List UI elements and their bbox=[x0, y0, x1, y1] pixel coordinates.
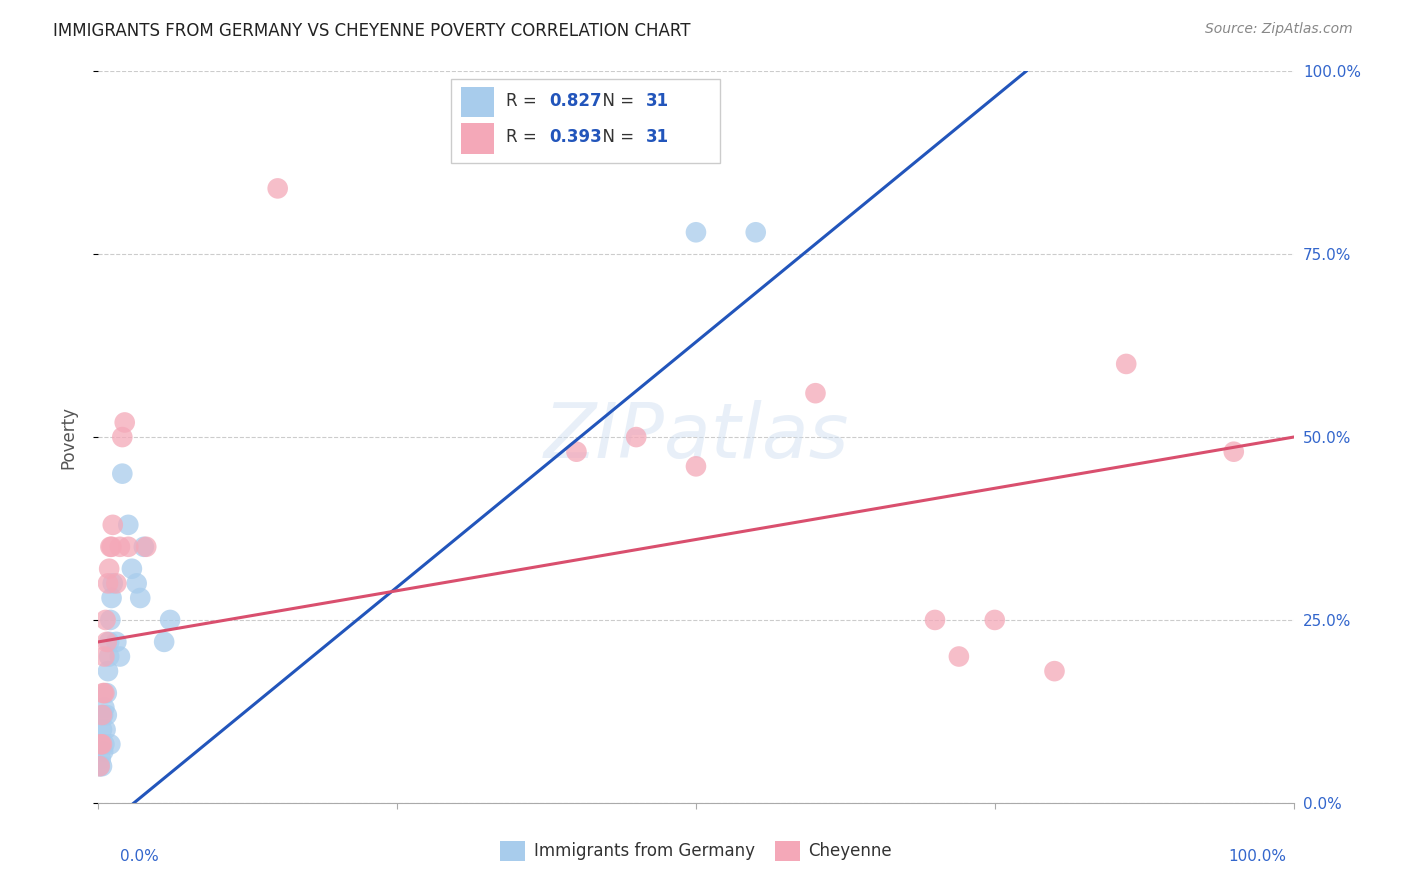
Text: N =: N = bbox=[592, 92, 640, 110]
Point bbox=[98, 613, 122, 627]
Point bbox=[117, 517, 139, 532]
FancyBboxPatch shape bbox=[461, 87, 494, 118]
Point bbox=[101, 576, 124, 591]
Text: 31: 31 bbox=[645, 92, 669, 110]
Y-axis label: Poverty: Poverty bbox=[59, 406, 77, 468]
Text: R =: R = bbox=[506, 92, 541, 110]
Point bbox=[97, 576, 120, 591]
Point bbox=[91, 737, 114, 751]
Point bbox=[96, 635, 118, 649]
Point bbox=[94, 613, 117, 627]
Text: 0.827: 0.827 bbox=[548, 92, 602, 110]
Text: Source: ZipAtlas.com: Source: ZipAtlas.com bbox=[1205, 22, 1353, 37]
Point bbox=[91, 745, 114, 759]
Text: ZIPatlas: ZIPatlas bbox=[543, 401, 849, 474]
Point bbox=[91, 686, 114, 700]
Point bbox=[90, 737, 112, 751]
Point bbox=[105, 635, 128, 649]
Point bbox=[98, 737, 122, 751]
Text: 31: 31 bbox=[645, 128, 669, 146]
Point bbox=[91, 759, 114, 773]
Text: 100.0%: 100.0% bbox=[1229, 849, 1286, 864]
Text: 0.393: 0.393 bbox=[548, 128, 602, 146]
Point bbox=[101, 517, 124, 532]
Point bbox=[121, 562, 143, 576]
Text: R =: R = bbox=[506, 128, 541, 146]
Point bbox=[111, 467, 134, 481]
Point bbox=[267, 181, 290, 195]
Point bbox=[94, 723, 117, 737]
Point bbox=[111, 430, 134, 444]
Point bbox=[91, 723, 114, 737]
Point bbox=[98, 635, 121, 649]
Point bbox=[96, 708, 118, 723]
Point bbox=[1223, 444, 1246, 458]
Legend: Immigrants from Germany, Cheyenne: Immigrants from Germany, Cheyenne bbox=[494, 834, 898, 868]
Point bbox=[114, 416, 136, 430]
Point bbox=[93, 686, 115, 700]
Point bbox=[96, 686, 118, 700]
Point bbox=[93, 737, 115, 751]
Point bbox=[90, 752, 112, 766]
Point bbox=[93, 700, 115, 714]
Point bbox=[924, 613, 946, 627]
Point bbox=[105, 576, 128, 591]
Point bbox=[804, 386, 827, 401]
Point bbox=[135, 540, 157, 554]
Point bbox=[1043, 664, 1066, 678]
Point bbox=[91, 708, 114, 723]
Point bbox=[89, 759, 111, 773]
Point bbox=[565, 444, 588, 458]
Point bbox=[745, 225, 768, 239]
Point bbox=[984, 613, 1007, 627]
Point bbox=[108, 540, 131, 554]
Point bbox=[98, 649, 121, 664]
Point bbox=[108, 649, 131, 664]
FancyBboxPatch shape bbox=[461, 123, 494, 154]
Point bbox=[98, 562, 121, 576]
Point bbox=[89, 759, 111, 773]
Point bbox=[685, 459, 707, 474]
Text: 0.0%: 0.0% bbox=[120, 849, 159, 864]
Text: N =: N = bbox=[592, 128, 640, 146]
Point bbox=[129, 591, 152, 605]
Point bbox=[685, 225, 707, 239]
Point bbox=[117, 540, 139, 554]
Text: IMMIGRANTS FROM GERMANY VS CHEYENNE POVERTY CORRELATION CHART: IMMIGRANTS FROM GERMANY VS CHEYENNE POVE… bbox=[53, 22, 690, 40]
Point bbox=[91, 708, 114, 723]
Point bbox=[948, 649, 970, 664]
Point bbox=[626, 430, 648, 444]
Point bbox=[100, 591, 122, 605]
Point bbox=[100, 540, 122, 554]
Point bbox=[97, 664, 120, 678]
Point bbox=[98, 540, 122, 554]
Point bbox=[132, 540, 155, 554]
FancyBboxPatch shape bbox=[451, 78, 720, 163]
Point bbox=[153, 635, 176, 649]
Point bbox=[159, 613, 181, 627]
Point bbox=[1115, 357, 1137, 371]
Point bbox=[90, 737, 112, 751]
Point bbox=[125, 576, 148, 591]
Point bbox=[93, 649, 115, 664]
